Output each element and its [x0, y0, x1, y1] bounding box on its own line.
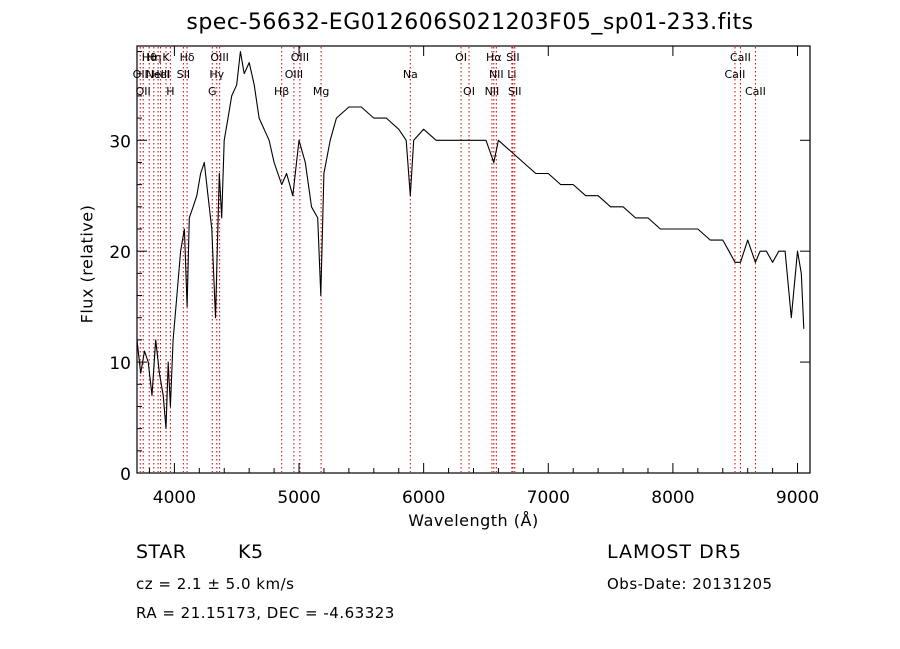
line-marker-label: OIII	[291, 51, 309, 64]
line-marker-label: OI	[455, 51, 467, 64]
x-tick-label: 8000	[651, 488, 694, 508]
plot-frame	[136, 45, 811, 474]
x-tick-label: 5000	[277, 488, 320, 508]
spectrum-line	[136, 50, 805, 430]
y-tick-label: 20	[109, 243, 131, 263]
line-marker-label: Hθ	[142, 51, 157, 64]
line-marker-label: OII	[133, 68, 148, 81]
survey-name: LAMOST DR5	[607, 541, 742, 563]
line-marker-label: NII	[485, 85, 500, 98]
line-marker-label: CaII	[730, 51, 751, 64]
line-marker-label: K	[162, 51, 170, 64]
observation-date: Obs-Date: 20131205	[607, 575, 773, 593]
x-axis-label: Wavelength (Å)	[408, 511, 539, 530]
line-marker-label: Na	[403, 68, 418, 81]
line-marker-label: NeIII	[146, 68, 171, 81]
coordinates: RA = 21.15173, DEC = -4.63323	[136, 604, 395, 622]
chart-title: spec-56632-EG012606S021203F05_sp01-233.f…	[186, 10, 754, 35]
object-subclass: K5	[238, 541, 264, 563]
line-marker-label: SII	[506, 51, 519, 64]
line-marker-label: Hγ	[209, 68, 224, 81]
line-marker-label: OI	[463, 85, 475, 98]
y-axis-ticks: 0 10 20 30	[109, 51, 810, 485]
line-marker-label: Hα	[486, 51, 502, 64]
x-tick-label: 4000	[153, 488, 196, 508]
x-tick-label: 9000	[776, 488, 819, 508]
line-marker-label: OIII	[210, 51, 228, 64]
x-tick-label: 7000	[527, 488, 570, 508]
line-marker-label: Mg	[313, 85, 329, 98]
x-tick-label: 6000	[402, 488, 445, 508]
line-marker-label: CaII	[725, 68, 746, 81]
y-tick-label: 10	[109, 354, 131, 374]
line-marker-label: CaII	[745, 85, 766, 98]
line-marker-label: Hβ	[274, 85, 289, 98]
y-tick-label: 30	[109, 132, 131, 152]
x-axis-ticks: 4000 5000 6000 7000 8000 9000	[148, 46, 819, 508]
spectral-line-labels: OIIOIIHθHηNeIIIHeIKHSIIHδGHγOIIIHβOIIIOI…	[133, 51, 766, 98]
object-class: STAR	[136, 541, 187, 563]
y-axis-label: Flux (relative)	[77, 204, 97, 324]
line-marker-label: HeI	[151, 68, 169, 81]
line-marker-label: G	[208, 85, 217, 98]
line-marker-label: SII	[508, 85, 521, 98]
line-marker-label: SII	[177, 68, 190, 81]
redshift-readout: cz = 2.1 ± 5.0 km/s	[136, 575, 295, 593]
line-marker-label: Hδ	[180, 51, 195, 64]
line-marker-label: H	[166, 85, 174, 98]
line-marker-label: OIII	[285, 68, 303, 81]
spectral-line-markers	[139, 47, 756, 472]
y-tick-label: 0	[120, 465, 131, 485]
line-marker-label: NII	[489, 68, 504, 81]
line-marker-label: Hη	[146, 51, 161, 64]
line-marker-label: OII	[136, 85, 151, 98]
line-marker-label: Li	[507, 68, 516, 81]
spectrum-series	[136, 50, 805, 430]
